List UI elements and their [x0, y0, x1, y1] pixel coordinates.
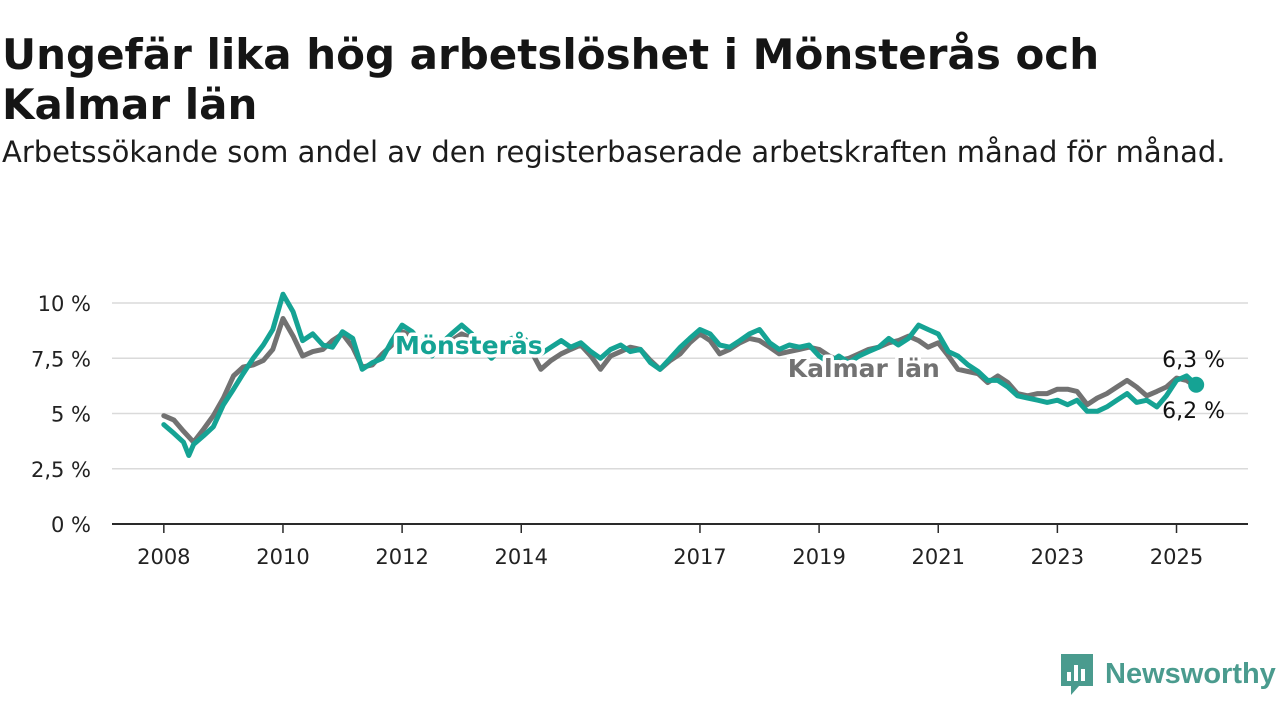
- grid-lines: [112, 302, 1248, 470]
- y-tick-label: 0 %: [51, 513, 91, 537]
- y-tick-label: 5 %: [51, 403, 91, 427]
- x-tick-label: 2012: [375, 545, 428, 569]
- series-label-monsteras: Mönsterås: [395, 331, 543, 360]
- chart-title: Ungefär lika hög arbetslöshet i Mönsterå…: [2, 30, 1100, 129]
- chart-subtitle: Arbetssökande som andel av den registerb…: [2, 135, 1226, 169]
- x-tick-label: 2023: [1031, 545, 1084, 569]
- axes: 0 % 2,5 % 5 % 7,5 % 10 % 2008 2010 2012 2014 2017…: [31, 292, 1248, 569]
- x-tick-label: 2019: [792, 545, 845, 569]
- series-label-kalmar-lan: Kalmar län: [788, 354, 940, 383]
- y-tick-label: 10 %: [38, 292, 91, 316]
- x-tick-label: 2021: [912, 545, 965, 569]
- x-tick-label: 2008: [137, 545, 190, 569]
- y-tick-label: 2,5 %: [31, 458, 91, 482]
- newsworthy-brand: Newsworthy: [1059, 652, 1276, 696]
- labels: 6,3 % 6,2 % Mönsterås Kalmar län: [391, 327, 1225, 424]
- end-label-kalmar-lan: 6,2 %: [1162, 399, 1225, 424]
- series-line-monsteras: [161, 291, 1199, 458]
- brand-name: Newsworthy: [1105, 657, 1276, 690]
- x-tick-label: 2017: [673, 545, 726, 569]
- series-end-dot: [1188, 376, 1205, 393]
- y-tick-label: 7,5 %: [31, 347, 91, 371]
- newsworthy-logo-icon: [1061, 654, 1093, 695]
- end-label-monsteras: 6,3 %: [1162, 348, 1225, 373]
- x-tick-label: 2025: [1150, 545, 1203, 569]
- x-tick-label: 2010: [256, 545, 309, 569]
- series-lines: [161, 291, 1205, 458]
- x-tick-label: 2014: [495, 545, 548, 569]
